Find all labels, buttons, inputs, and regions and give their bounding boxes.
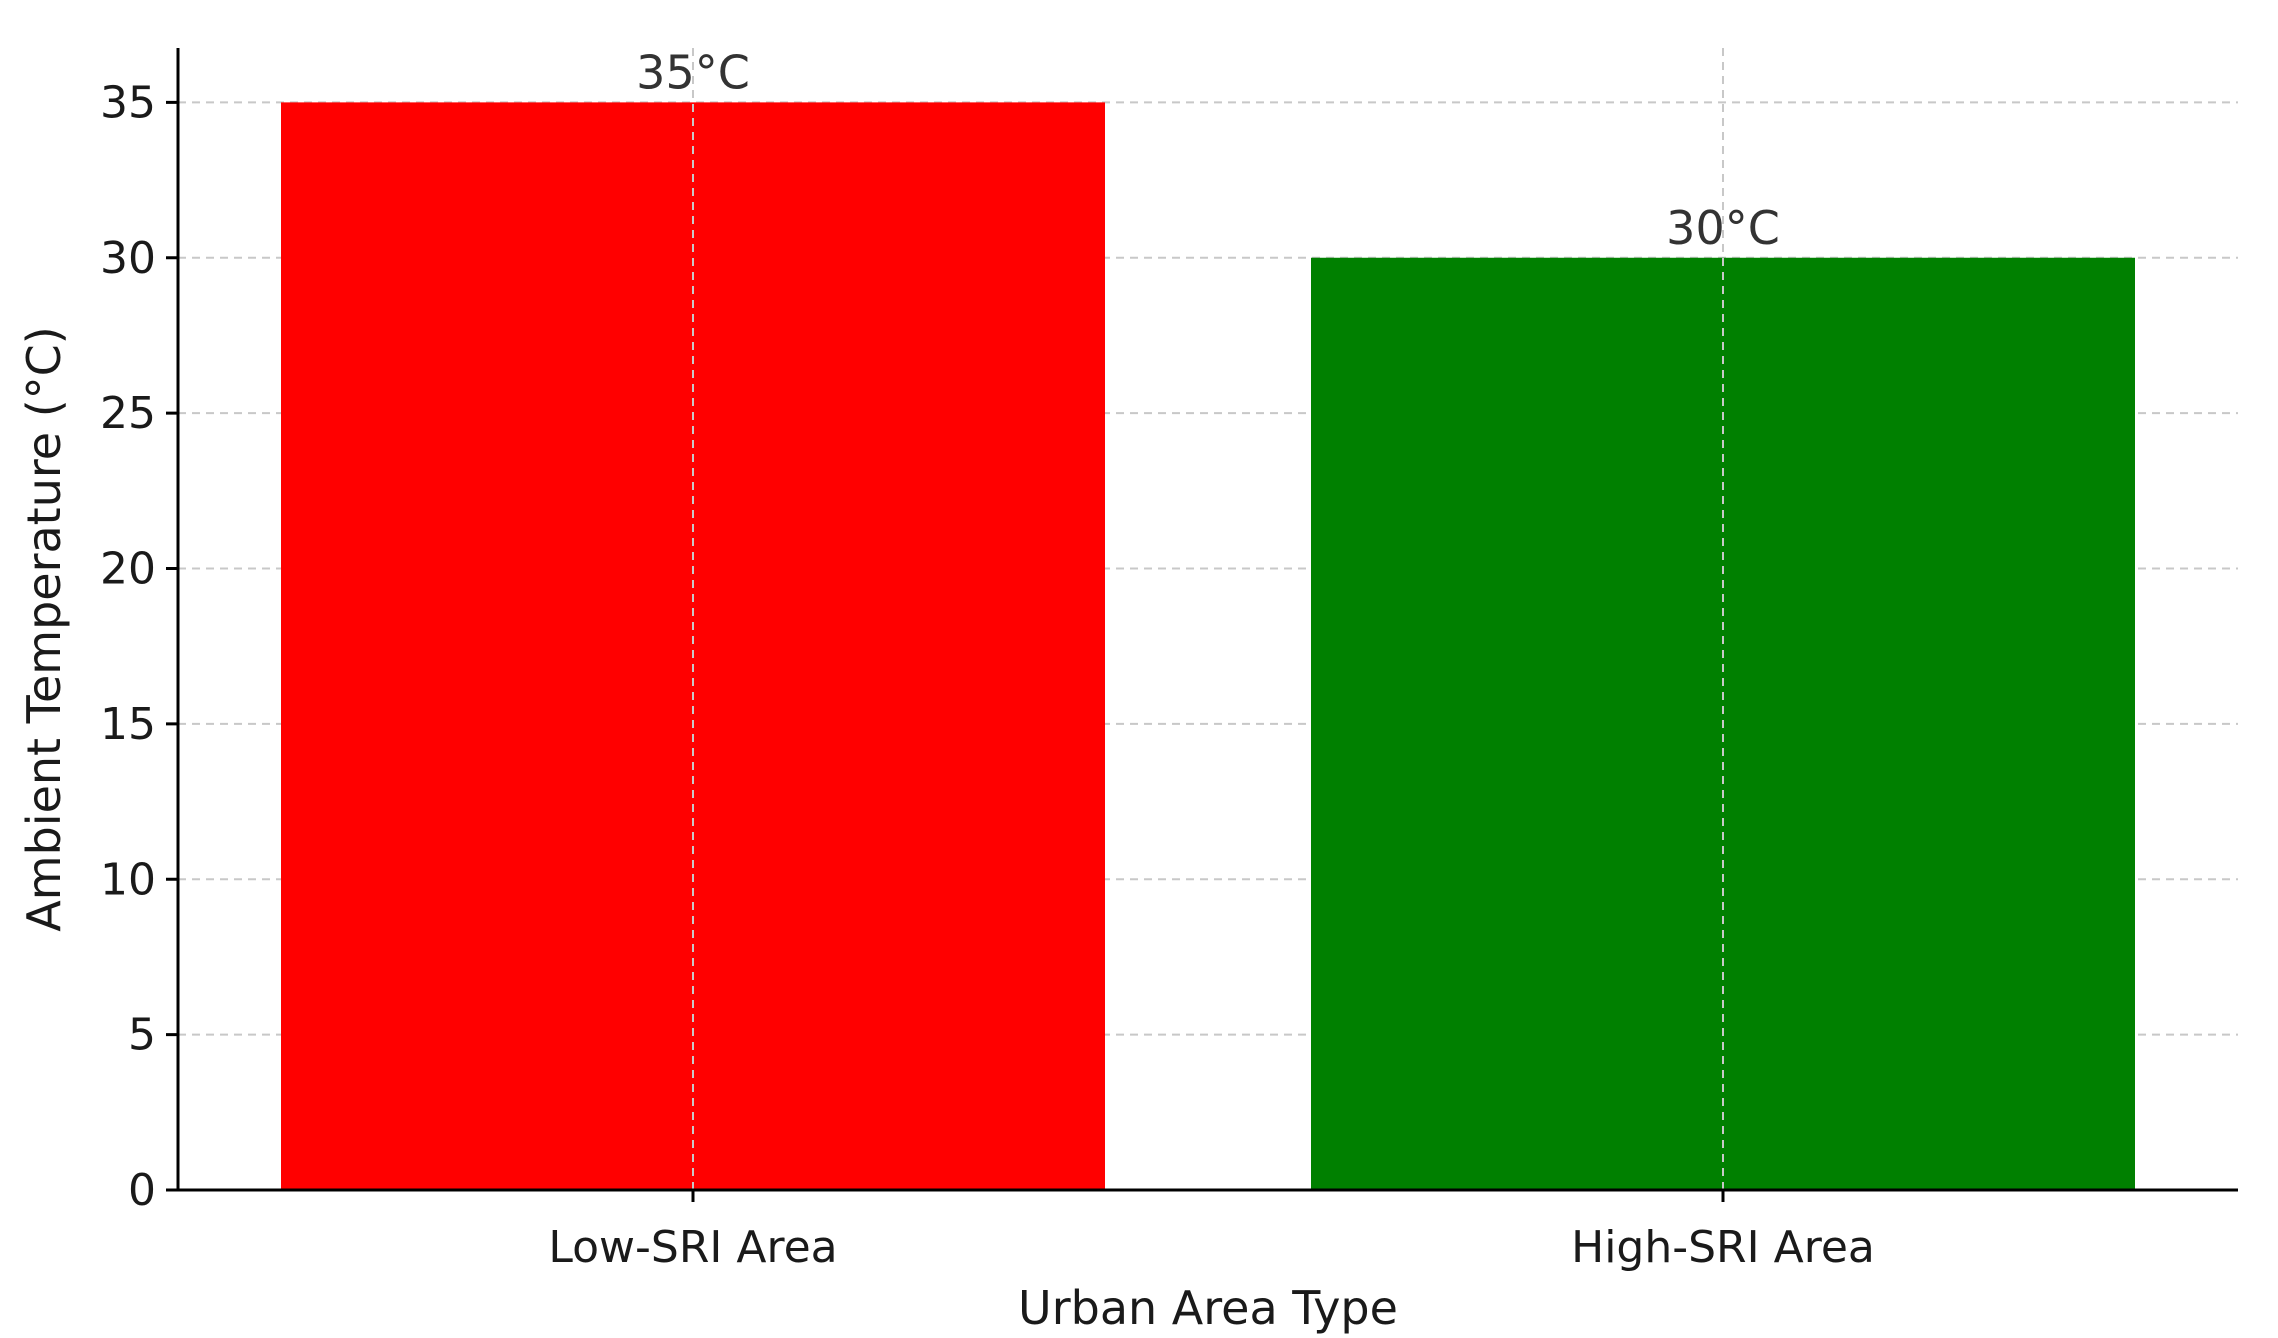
x-axis-ticks: Low-SRI Area High-SRI Area (548, 1190, 1875, 1273)
data-label: 30°C (1666, 201, 1780, 255)
y-axis-ticks: 0 5 10 15 20 25 30 35 (100, 77, 178, 1216)
x-tick-label: Low-SRI Area (548, 1222, 837, 1273)
data-label: 35°C (636, 45, 750, 99)
y-axis-title: Ambient Temperature (°C) (17, 326, 71, 931)
y-tick-label: 0 (128, 1165, 156, 1216)
y-tick-label: 35 (100, 77, 156, 128)
y-tick-label: 5 (128, 1010, 156, 1061)
axes (176, 48, 2238, 1192)
data-labels: 35°C 30°C (636, 45, 1780, 254)
y-tick-label: 20 (100, 544, 156, 595)
y-tick-label: 25 (100, 388, 156, 439)
bar (281, 102, 1105, 1190)
bars (281, 48, 2135, 1190)
y-tick-label: 30 (100, 233, 156, 284)
x-axis-title: Urban Area Type (1018, 1281, 1398, 1335)
x-tick-label: High-SRI Area (1571, 1222, 1875, 1273)
y-tick-label: 15 (100, 699, 156, 750)
y-tick-label: 10 (100, 854, 156, 905)
